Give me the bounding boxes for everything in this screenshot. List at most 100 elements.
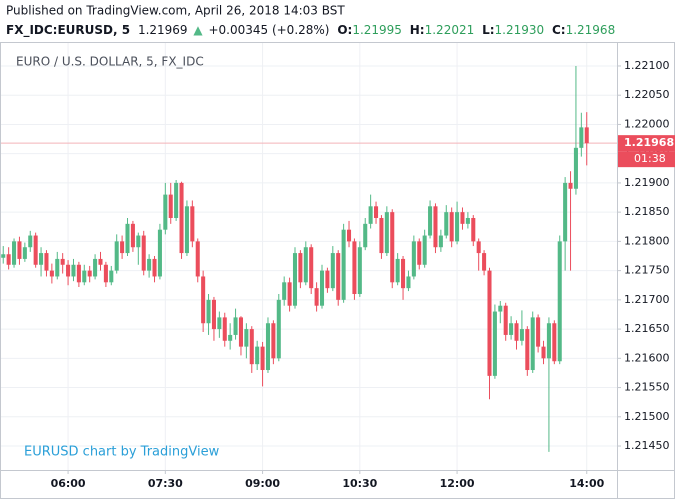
candle-body bbox=[265, 323, 271, 371]
candle-body bbox=[563, 182, 568, 242]
candle-body bbox=[487, 270, 492, 376]
candle-body bbox=[428, 206, 433, 236]
candle-body bbox=[93, 258, 98, 277]
candle-body bbox=[292, 253, 298, 306]
candle-body bbox=[384, 212, 389, 254]
candle-body bbox=[22, 247, 27, 259]
candle-body bbox=[314, 288, 319, 306]
candle-body bbox=[492, 311, 497, 376]
countdown-box bbox=[618, 151, 675, 168]
candle-body bbox=[195, 241, 200, 277]
symbol: FX_IDC:EURUSD, 5 bbox=[6, 23, 130, 38]
candle-body bbox=[503, 305, 508, 335]
candle-body bbox=[152, 258, 157, 277]
candle-body bbox=[255, 346, 260, 365]
candle-body bbox=[244, 329, 249, 347]
candle-body bbox=[206, 299, 211, 324]
countdown-label: 01:38 bbox=[634, 152, 666, 165]
y-tick-label: 1.21900 bbox=[624, 176, 670, 189]
candle-body bbox=[222, 317, 227, 341]
x-tick-label: 10:30 bbox=[342, 477, 377, 490]
candle-body bbox=[71, 264, 76, 277]
x-tick-label: 07:30 bbox=[148, 477, 183, 490]
candle-body bbox=[184, 206, 189, 254]
candle-body bbox=[514, 323, 519, 341]
candle-body bbox=[509, 323, 514, 335]
candle-body bbox=[298, 253, 303, 283]
last-price-box bbox=[618, 135, 675, 152]
candle-body bbox=[76, 264, 81, 283]
candle-body bbox=[498, 305, 503, 312]
candle-body bbox=[395, 258, 400, 283]
candle-body bbox=[168, 194, 173, 218]
y-tick-label: 1.21850 bbox=[624, 205, 670, 218]
candle-body bbox=[39, 253, 44, 265]
published-line: Published on TradingView.com, April 26, … bbox=[6, 4, 345, 18]
candle-body bbox=[411, 241, 416, 277]
candle-body bbox=[228, 334, 233, 341]
open-label: O: bbox=[337, 23, 352, 37]
y-tick-label: 1.21650 bbox=[624, 322, 670, 335]
candle-body bbox=[433, 206, 438, 248]
candle-body bbox=[573, 147, 578, 189]
candle-body bbox=[541, 346, 546, 359]
open-value: 1.21995 bbox=[352, 23, 402, 37]
candle-body bbox=[438, 235, 443, 248]
candle-body bbox=[120, 241, 125, 254]
candle-body bbox=[536, 317, 541, 347]
x-tick-label: 14:00 bbox=[569, 477, 604, 490]
change: +0.00345 (+0.28%) bbox=[208, 23, 329, 37]
y-tick-label: 1.21600 bbox=[624, 351, 670, 364]
candle-body bbox=[568, 182, 573, 189]
candle-body bbox=[465, 217, 470, 224]
candle-body bbox=[55, 258, 60, 277]
candle-body bbox=[319, 270, 325, 306]
candle-body bbox=[66, 264, 71, 277]
y-tick-label: 1.21750 bbox=[624, 264, 670, 277]
candle-body bbox=[325, 270, 330, 289]
candle-body bbox=[525, 329, 530, 371]
candle-body bbox=[330, 253, 335, 289]
candle-body bbox=[163, 194, 168, 230]
candle-body bbox=[476, 241, 481, 254]
x-tick-label: 06:00 bbox=[51, 477, 86, 490]
candle-body bbox=[357, 247, 362, 295]
candle-body bbox=[557, 241, 562, 362]
candle-body bbox=[60, 258, 65, 265]
candles bbox=[1, 65, 589, 452]
candle-body bbox=[363, 223, 368, 248]
candle-body bbox=[249, 329, 254, 365]
y-tick-label: 1.22100 bbox=[624, 59, 670, 72]
candle-body bbox=[28, 235, 33, 248]
candle-body bbox=[579, 127, 584, 148]
symbol-line: FX_IDC:EURUSD, 5 1.21969 ▲ +0.00345 (+0.… bbox=[6, 23, 615, 38]
y-tick-label: 1.21450 bbox=[624, 439, 670, 452]
candle-body bbox=[1, 254, 6, 258]
candle-body bbox=[103, 264, 108, 283]
candle-body bbox=[174, 182, 179, 218]
candle-body bbox=[211, 299, 216, 330]
y-tick-label: 1.22000 bbox=[624, 117, 670, 130]
candle-body bbox=[519, 329, 524, 341]
low-label: L: bbox=[482, 23, 494, 37]
watermark: EURUSD chart by TradingView bbox=[24, 445, 220, 460]
last-price-label: 1.21968 bbox=[624, 136, 674, 149]
candle-body bbox=[390, 212, 395, 283]
candle-body bbox=[98, 258, 103, 265]
candle-body bbox=[368, 206, 373, 224]
candle-body bbox=[287, 282, 292, 306]
candle-body bbox=[136, 235, 141, 248]
low-value: 1.21930 bbox=[495, 23, 545, 37]
candle-body bbox=[406, 276, 411, 289]
candle-body bbox=[125, 223, 130, 254]
candle-body bbox=[455, 212, 460, 242]
candle-body bbox=[417, 241, 422, 265]
candle-body bbox=[190, 206, 195, 242]
candle-body bbox=[44, 253, 49, 271]
candle-body bbox=[82, 270, 87, 283]
y-tick-label: 1.22050 bbox=[624, 88, 670, 101]
candle-body bbox=[471, 217, 476, 242]
candle-body bbox=[109, 270, 114, 283]
